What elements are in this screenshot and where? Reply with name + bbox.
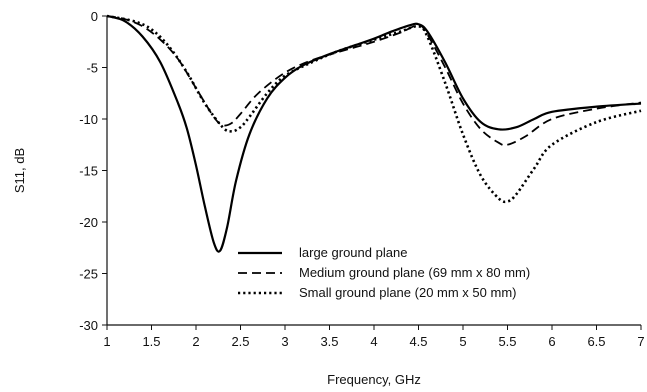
- x-tick-label: 5.5: [498, 334, 516, 349]
- y-tick-label: -15: [79, 164, 98, 179]
- legend-label-small: Small ground plane (20 mm x 50 mm): [299, 285, 516, 300]
- x-tick-label: 2: [192, 334, 199, 349]
- y-tick-label: -25: [79, 267, 98, 282]
- x-tick-label: 2.5: [231, 334, 249, 349]
- series-line-large: [106, 14, 642, 253]
- x-tick-label: 1: [103, 334, 110, 349]
- x-tick-label: 6: [548, 334, 555, 349]
- y-tick-label: -30: [79, 318, 98, 333]
- series-lines: [106, 14, 642, 253]
- y-axis-title: S11, dB: [12, 148, 27, 193]
- x-tick-label: 4: [370, 334, 377, 349]
- x-tick-label: 3.5: [320, 334, 338, 349]
- x-tick-label: 5: [459, 334, 466, 349]
- series-line-small: [106, 14, 642, 204]
- x-axis-title: Frequency, GHz: [327, 372, 421, 387]
- y-axis-ticks: 0 -5 -10 -15 -20 -25 -30: [79, 9, 107, 333]
- x-tick-label: 7: [637, 334, 644, 349]
- y-tick-label: -10: [79, 112, 98, 127]
- x-tick-label: 1.5: [142, 334, 160, 349]
- x-tick-label: 3: [281, 334, 288, 349]
- legend-label-medium: Medium ground plane (69 mm x 80 mm): [299, 265, 530, 280]
- y-tick-label: -20: [79, 215, 98, 230]
- x-tick-label: 6.5: [587, 334, 605, 349]
- y-tick-label: 0: [91, 9, 98, 24]
- x-tick-label: 4.5: [409, 334, 427, 349]
- x-axis-ticks: 1 1.5 2 2.5 3 3.5 4 4.5 5 5.5 6 6.5 7: [103, 325, 645, 349]
- legend-label-large: large ground plane: [299, 245, 407, 260]
- legend: large ground plane Medium ground plane (…: [238, 245, 530, 300]
- y-tick-label: -5: [86, 61, 98, 76]
